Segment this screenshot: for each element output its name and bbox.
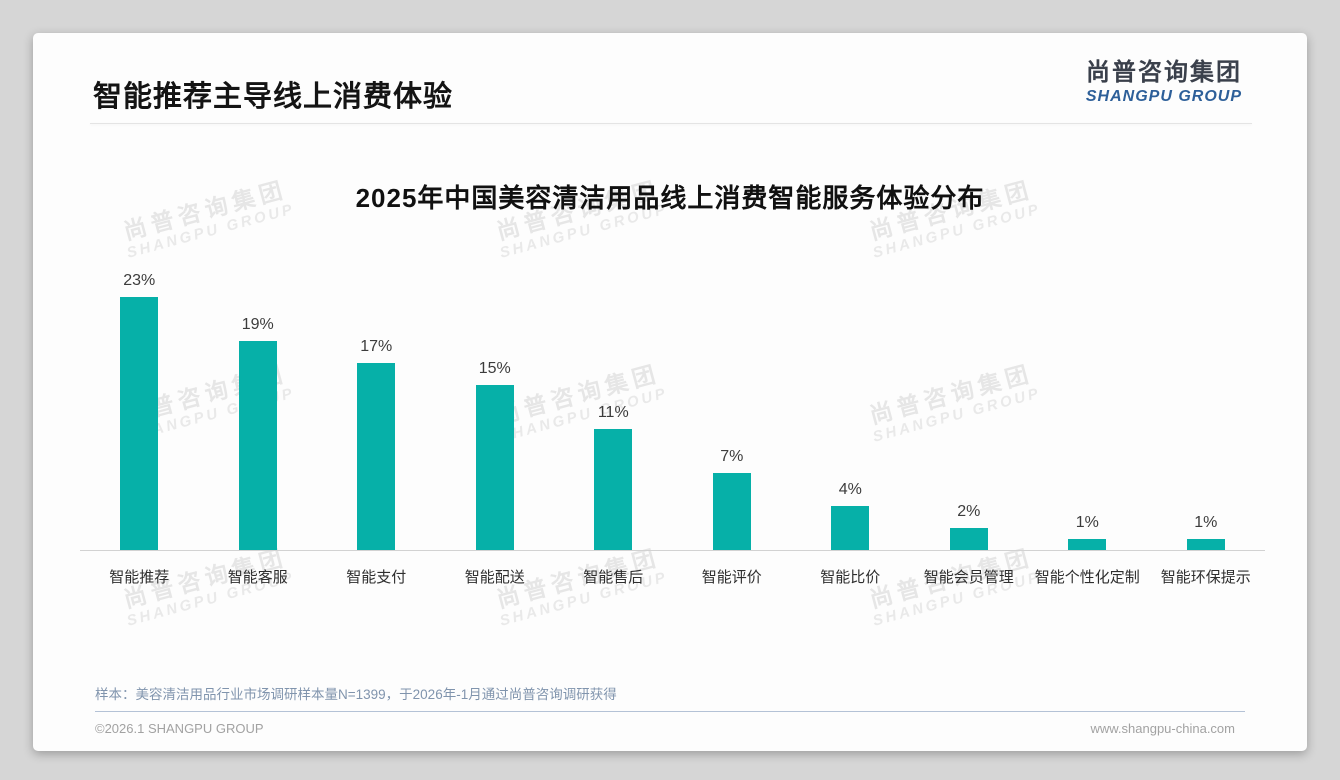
bar-category-label: 智能客服 xyxy=(227,569,288,586)
bar-category-label: 智能评价 xyxy=(701,569,762,586)
bar-category-label: 智能会员管理 xyxy=(923,569,1014,586)
bar-category-label: 智能售后 xyxy=(583,569,644,586)
bar xyxy=(120,297,159,550)
bar-category-label: 智能推荐 xyxy=(109,569,170,586)
bar-value-label: 2% xyxy=(957,503,981,520)
copyright-text: ©2026.1 SHANGPU GROUP xyxy=(95,721,264,736)
bar xyxy=(238,341,277,550)
bar-column: 7% xyxy=(673,448,792,550)
bar-value-label: 19% xyxy=(241,316,274,333)
plot-area: 23% 19% 17% 15% 11% 7% 4% 2% 1% 1% xyxy=(80,261,1265,551)
category-row: 智能推荐 智能客服 智能支付 智能配送 智能售后 智能评价 智能比价 智能会员管理 智能个性化定… xyxy=(80,552,1265,587)
bar-value-label: 1% xyxy=(1194,514,1218,531)
bar-category-label: 智能个性化定制 xyxy=(1034,569,1140,586)
slide-card: 智能推荐主导线上消费体验 尚普咨询集团 SHANGPU GROUP 尚普咨询集团… xyxy=(33,33,1307,751)
logo-chinese-text: 尚普咨询集团 xyxy=(1086,59,1242,86)
bar xyxy=(594,429,633,550)
bar-value-label: 1% xyxy=(1075,514,1099,531)
bar-category-label: 智能配送 xyxy=(464,569,525,586)
bar-value-label: 15% xyxy=(478,360,511,377)
bar-value-label: 23% xyxy=(123,272,156,289)
bar-value-label: 4% xyxy=(838,481,862,498)
footer-divider xyxy=(95,711,1245,712)
bar-category-label: 智能支付 xyxy=(346,569,407,586)
website-url: www.shangpu-china.com xyxy=(1090,721,1235,736)
bar-column: 1% xyxy=(1147,514,1266,550)
bar-value-label: 17% xyxy=(360,338,393,355)
sample-footnote: 样本：美容清洁用品行业市场调研样本量N=1399，于2026年-1月通过尚普咨询… xyxy=(95,687,617,702)
bar xyxy=(1068,539,1107,550)
title-divider xyxy=(90,123,1252,124)
bar-column: 1% xyxy=(1028,514,1147,550)
bar-column: 19% xyxy=(199,316,318,550)
bar-column: 17% xyxy=(317,338,436,550)
bar xyxy=(949,528,988,550)
footer: ©2026.1 SHANGPU GROUP www.shangpu-china.… xyxy=(95,721,1235,736)
bar-column: 11% xyxy=(554,404,673,550)
chart-title: 2025年中国美容清洁用品线上消费智能服务体验分布 xyxy=(355,183,985,213)
bar-column: 2% xyxy=(910,503,1029,550)
bar xyxy=(831,506,870,550)
bar xyxy=(475,385,514,550)
bar-category-label: 智能环保提示 xyxy=(1160,569,1251,586)
bar-column: 4% xyxy=(791,481,910,550)
page-title: 智能推荐主导线上消费体验 xyxy=(93,81,454,113)
bar xyxy=(1186,539,1225,550)
logo-english-text: SHANGPU GROUP xyxy=(1085,88,1242,105)
bar xyxy=(712,473,751,550)
bar xyxy=(357,363,396,550)
bar-column: 15% xyxy=(436,360,555,550)
bar-value-label: 7% xyxy=(720,448,744,465)
bar-category-label: 智能比价 xyxy=(820,569,881,586)
bar-column: 23% xyxy=(80,272,199,550)
bar-value-label: 11% xyxy=(597,404,629,421)
company-logo: 尚普咨询集团 SHANGPU GROUP xyxy=(1086,59,1242,106)
